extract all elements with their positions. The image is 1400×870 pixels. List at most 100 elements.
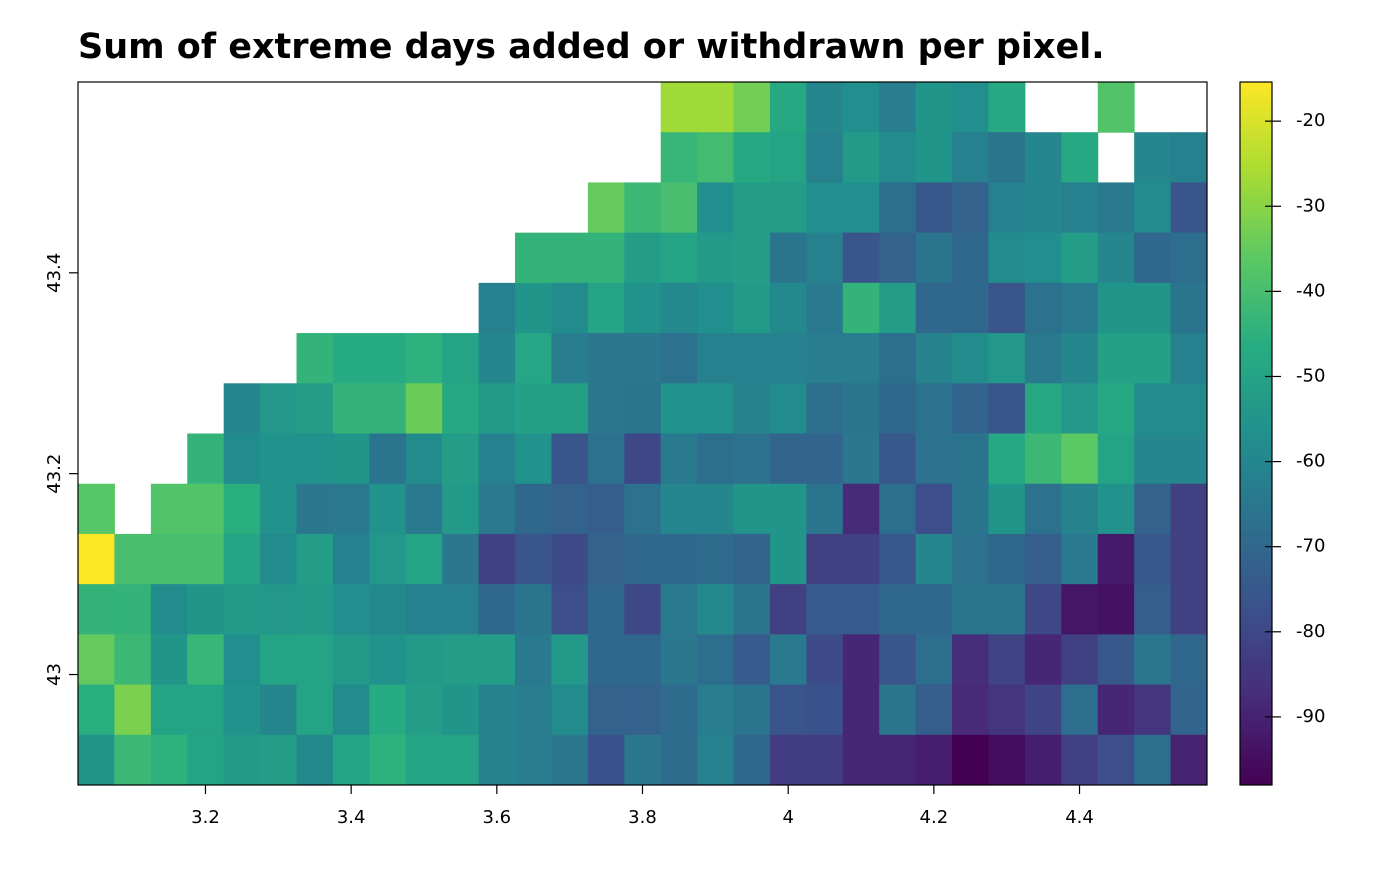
cell bbox=[624, 533, 662, 585]
cell bbox=[78, 734, 115, 786]
cell bbox=[442, 634, 480, 686]
cell bbox=[369, 433, 407, 485]
colorbar-tick-label: -60 bbox=[1296, 451, 1325, 472]
y-tick-label: 43.2 bbox=[44, 454, 65, 494]
cell bbox=[769, 82, 807, 133]
cell bbox=[660, 684, 698, 736]
cell bbox=[915, 634, 953, 686]
cell bbox=[842, 182, 880, 234]
cell bbox=[442, 533, 480, 585]
cell bbox=[1097, 634, 1135, 686]
cell bbox=[260, 433, 298, 485]
cell bbox=[879, 584, 917, 635]
cell bbox=[223, 734, 261, 786]
colorbar-tick-label: -70 bbox=[1296, 536, 1325, 557]
cell bbox=[733, 533, 771, 585]
colorbar-tick-label: -20 bbox=[1296, 110, 1325, 131]
cell bbox=[332, 734, 370, 786]
cell bbox=[442, 584, 480, 635]
cell bbox=[1024, 734, 1062, 786]
cell bbox=[879, 82, 917, 133]
cell bbox=[478, 734, 516, 786]
chart-title: Sum of extreme days added or withdrawn p… bbox=[78, 27, 1105, 67]
cell bbox=[1061, 383, 1099, 434]
cell bbox=[332, 333, 370, 384]
cell bbox=[551, 282, 589, 334]
x-tick-label: 3.6 bbox=[483, 807, 512, 828]
cell bbox=[697, 634, 735, 686]
cell bbox=[769, 533, 807, 585]
cell bbox=[369, 383, 407, 434]
cell bbox=[187, 533, 225, 585]
cell bbox=[551, 333, 589, 384]
cell bbox=[551, 433, 589, 485]
cell bbox=[587, 584, 625, 635]
cell bbox=[515, 232, 552, 284]
cell bbox=[697, 584, 735, 635]
cell bbox=[1170, 182, 1208, 234]
cell bbox=[442, 483, 480, 535]
cell bbox=[296, 634, 334, 686]
cell bbox=[1024, 684, 1062, 736]
cell bbox=[697, 82, 735, 133]
cell bbox=[187, 433, 225, 485]
cell bbox=[660, 182, 698, 234]
x-tick-label: 4.4 bbox=[1065, 807, 1094, 828]
cell bbox=[1024, 584, 1062, 635]
cell bbox=[587, 182, 625, 234]
cell bbox=[515, 333, 552, 384]
cell bbox=[1061, 282, 1099, 334]
cell bbox=[952, 584, 989, 635]
cell bbox=[478, 282, 516, 334]
cell bbox=[660, 734, 698, 786]
cell bbox=[697, 333, 735, 384]
cell bbox=[551, 232, 589, 284]
cell bbox=[78, 483, 115, 535]
cell bbox=[369, 483, 407, 535]
cell bbox=[915, 182, 953, 234]
cell bbox=[1134, 684, 1172, 736]
cell bbox=[915, 82, 953, 133]
cell bbox=[842, 533, 880, 585]
cell bbox=[988, 282, 1026, 334]
cell bbox=[988, 584, 1026, 635]
cell bbox=[1170, 533, 1208, 585]
y-tick-label: 43 bbox=[44, 663, 65, 686]
cell bbox=[697, 533, 735, 585]
cell bbox=[223, 533, 261, 585]
x-tick-label: 3.2 bbox=[191, 807, 220, 828]
cell bbox=[733, 232, 771, 284]
cell bbox=[332, 433, 370, 485]
cell bbox=[150, 584, 188, 635]
cell bbox=[405, 433, 443, 485]
cell bbox=[405, 684, 443, 736]
cell bbox=[1170, 383, 1208, 434]
colorbar-tick-label: -80 bbox=[1296, 621, 1325, 642]
cell bbox=[842, 634, 880, 686]
cell bbox=[114, 734, 152, 786]
cell bbox=[296, 684, 334, 736]
cell bbox=[915, 383, 953, 434]
cell bbox=[1097, 734, 1135, 786]
cell bbox=[1134, 232, 1172, 284]
cell bbox=[405, 634, 443, 686]
cell bbox=[842, 584, 880, 635]
cell bbox=[515, 282, 552, 334]
cell bbox=[1097, 182, 1135, 234]
cell bbox=[624, 333, 662, 384]
cell bbox=[332, 684, 370, 736]
cell bbox=[915, 132, 953, 183]
cell bbox=[624, 483, 662, 535]
cell bbox=[988, 684, 1026, 736]
cell bbox=[952, 634, 989, 686]
cell bbox=[660, 333, 698, 384]
cell bbox=[733, 634, 771, 686]
cell bbox=[1024, 232, 1062, 284]
cell bbox=[952, 433, 989, 485]
cell bbox=[1024, 483, 1062, 535]
cell bbox=[660, 483, 698, 535]
cell bbox=[806, 182, 844, 234]
cell bbox=[697, 132, 735, 183]
cell bbox=[369, 333, 407, 384]
cell bbox=[1134, 333, 1172, 384]
